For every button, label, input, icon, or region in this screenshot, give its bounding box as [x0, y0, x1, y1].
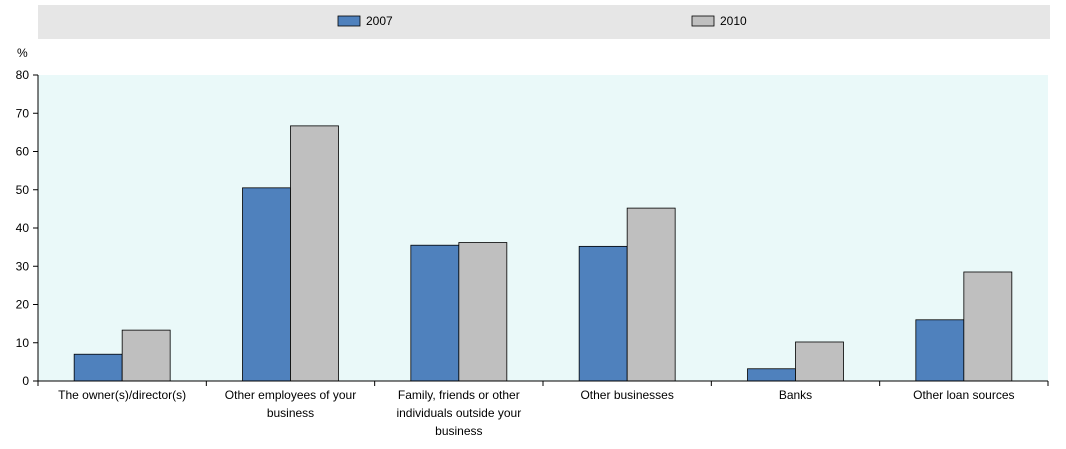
legend-background: [38, 5, 1050, 39]
bar-2007-0: [73, 353, 123, 382]
plot-area: [38, 75, 1048, 381]
bar-2010-3: [626, 207, 676, 382]
y-tick-label: 0: [22, 374, 29, 388]
y-tick-label: 60: [16, 145, 30, 159]
bar-2007-3: [578, 245, 628, 382]
x-axis-labels: The owner(s)/director(s) Other employees …: [58, 388, 1014, 438]
y-tick-label: 10: [16, 336, 30, 350]
bar-2007-2: [410, 244, 460, 382]
legend: 2007 2010: [337, 14, 747, 28]
y-tick-label: 70: [16, 106, 30, 120]
bar-2007-1: [242, 187, 291, 382]
y-tick-label: 50: [16, 183, 30, 197]
x-category-label: Other employees of your business: [225, 388, 356, 420]
y-tick-label: 80: [16, 68, 30, 82]
x-category-label: The owner(s)/director(s): [58, 388, 186, 402]
bars: [73, 125, 1013, 382]
y-tick-label: 40: [16, 221, 30, 235]
bar-2010-1: [290, 125, 339, 382]
y-tick-label: 30: [16, 259, 30, 273]
y-tick-label: 20: [16, 298, 30, 312]
x-category-label: Banks: [779, 388, 812, 402]
bar-2010-0: [121, 329, 171, 382]
y-axis-label: %: [17, 46, 28, 60]
x-axis: [37, 380, 1049, 386]
legend-label-2007: 2007: [366, 14, 393, 28]
bar-2010-4: [795, 341, 844, 382]
bar-2010-5: [963, 271, 1013, 382]
legend-swatch-2007: [337, 15, 361, 27]
x-category-label: Other businesses: [580, 388, 673, 402]
x-category-label: Other loan sources: [913, 388, 1014, 402]
y-axis: 0 10 20 30 40 50 60 70 80: [16, 68, 39, 388]
legend-swatch-2010: [691, 15, 715, 27]
legend-label-2010: 2010: [720, 14, 747, 28]
bar-2007-4: [747, 368, 796, 382]
x-category-label: Family, friends or other individuals outs…: [396, 388, 521, 438]
bar-2007-5: [915, 319, 965, 382]
bar-2010-2: [458, 242, 508, 382]
